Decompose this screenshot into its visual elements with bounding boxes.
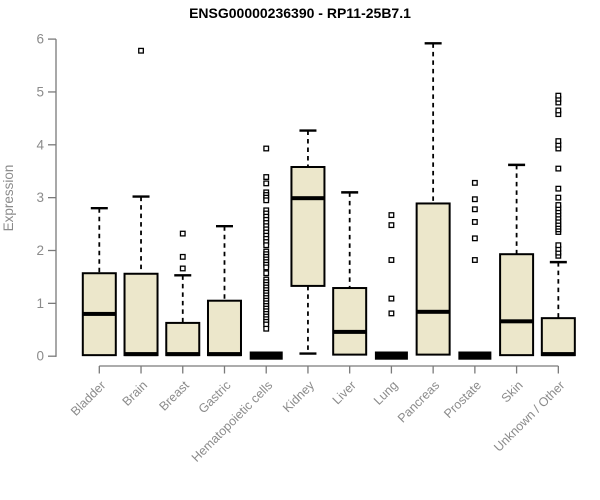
- outlier-point: [263, 325, 270, 332]
- iqr-box: [415, 202, 451, 356]
- collapsed-box: [458, 351, 492, 360]
- outlier-point: [263, 264, 270, 271]
- y-tick-label: 2: [36, 243, 44, 258]
- outlier-point: [179, 253, 186, 260]
- outlier-point: [179, 230, 186, 237]
- x-tick-label: Unknown / Other: [491, 378, 567, 454]
- y-tick-label: 4: [36, 137, 44, 152]
- outlier-point: [388, 310, 395, 317]
- box-liver: [332, 191, 368, 356]
- x-tick-label: Breast: [156, 378, 192, 414]
- iqr-box: [206, 299, 242, 357]
- median-line: [82, 311, 116, 316]
- iqr-box: [290, 165, 326, 287]
- chart-title: ENSG00000236390 - RP11-25B7.1: [189, 5, 411, 21]
- median-line: [416, 309, 450, 314]
- outlier-point: [388, 295, 395, 302]
- iqr-box: [499, 253, 535, 357]
- outlier-point: [388, 257, 395, 263]
- y-tick-label: 3: [36, 190, 44, 205]
- outlier-point: [555, 202, 562, 208]
- y-tick-label: 6: [36, 32, 44, 47]
- y-tick-label: 5: [36, 84, 44, 99]
- outlier-point: [471, 257, 478, 263]
- median-line: [166, 352, 200, 357]
- box-kidney: [290, 129, 326, 355]
- x-tick-label: Brain: [120, 378, 151, 409]
- x-tick-label: Pancreas: [395, 378, 442, 425]
- outlier-point: [263, 242, 270, 249]
- collapsed-box: [249, 351, 283, 360]
- outlier-point: [471, 196, 478, 203]
- iqr-box: [165, 321, 201, 357]
- outlier-point: [471, 235, 478, 242]
- box-unknown-other: [540, 92, 576, 357]
- x-tick-label: Lung: [371, 378, 401, 408]
- outlier-point: [471, 206, 478, 213]
- outlier-point: [555, 165, 562, 172]
- y-tick-label: 0: [36, 349, 44, 364]
- outlier-point: [555, 185, 562, 192]
- outlier-point: [555, 138, 562, 145]
- box-gastric: [206, 224, 242, 357]
- y-tick-label: 1: [36, 296, 44, 311]
- outlier-point: [263, 145, 270, 152]
- outlier-point: [555, 242, 562, 249]
- outlier-point: [138, 47, 144, 54]
- outlier-point: [555, 194, 562, 201]
- iqr-box: [123, 272, 159, 357]
- y-axis-label: Expression: [1, 165, 16, 232]
- iqr-box: [540, 317, 576, 357]
- box-lung: [374, 212, 408, 360]
- box-breast: [165, 230, 201, 357]
- median-line: [333, 329, 367, 334]
- box-bladder: [81, 207, 117, 357]
- outlier-point: [388, 212, 395, 219]
- outlier-point: [263, 174, 270, 180]
- outlier-point: [471, 219, 478, 225]
- x-tick-label: Hematopoietic cells: [189, 378, 276, 465]
- x-tick-label: Liver: [330, 378, 359, 407]
- median-line: [291, 196, 325, 201]
- outlier-point: [263, 180, 270, 187]
- box-hematopoietic-cells: [249, 145, 283, 360]
- box-marks: [81, 42, 576, 360]
- median-line: [207, 352, 241, 357]
- box-skin: [499, 163, 535, 357]
- outlier-point: [263, 270, 270, 277]
- box-brain: [123, 47, 159, 357]
- outlier-point: [555, 92, 562, 99]
- outlier-point: [555, 107, 562, 114]
- x-tick-label: Bladder: [68, 378, 108, 418]
- median-line: [124, 352, 158, 357]
- x-tick-label: Kidney: [280, 378, 317, 415]
- median-line: [500, 319, 534, 324]
- iqr-box: [332, 287, 368, 356]
- box-prostate: [458, 179, 492, 360]
- outlier-point: [263, 197, 270, 204]
- x-tick-label: Gastric: [196, 378, 234, 416]
- outlier-point: [471, 179, 478, 186]
- outlier-point: [179, 265, 186, 272]
- box-pancreas: [415, 42, 451, 356]
- outlier-point: [388, 222, 395, 229]
- collapsed-box: [374, 351, 408, 360]
- median-line: [541, 352, 575, 357]
- x-tick-label: Prostate: [441, 378, 484, 421]
- x-tick-label: Skin: [499, 378, 526, 405]
